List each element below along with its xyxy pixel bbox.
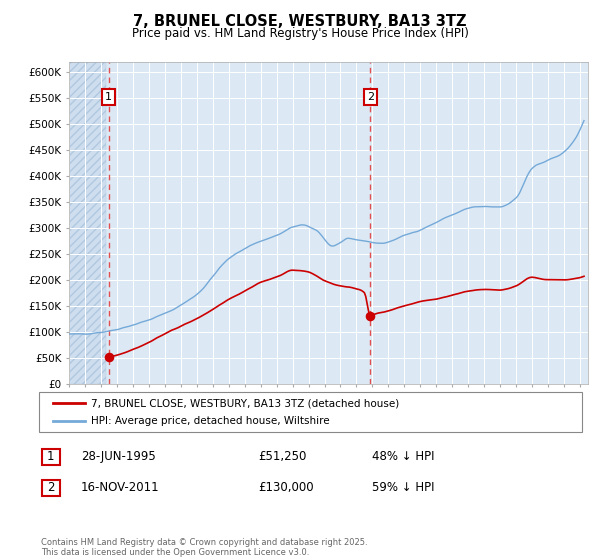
Text: 2: 2 [47,481,55,494]
Text: 7, BRUNEL CLOSE, WESTBURY, BA13 3TZ: 7, BRUNEL CLOSE, WESTBURY, BA13 3TZ [133,14,467,29]
Bar [69,62,106,384]
Text: £51,250: £51,250 [258,450,307,463]
Text: 28-JUN-1995: 28-JUN-1995 [81,450,156,463]
Text: 1: 1 [105,92,112,102]
Bar [69,62,106,384]
Text: 7, BRUNEL CLOSE, WESTBURY, BA13 3TZ (detached house): 7, BRUNEL CLOSE, WESTBURY, BA13 3TZ (det… [91,398,399,408]
Text: 59% ↓ HPI: 59% ↓ HPI [372,480,434,494]
Text: 48% ↓ HPI: 48% ↓ HPI [372,450,434,463]
Text: HPI: Average price, detached house, Wiltshire: HPI: Average price, detached house, Wilt… [91,416,329,426]
Text: Price paid vs. HM Land Registry's House Price Index (HPI): Price paid vs. HM Land Registry's House … [131,27,469,40]
Text: £130,000: £130,000 [258,480,314,494]
Text: 16-NOV-2011: 16-NOV-2011 [81,480,160,494]
Point [104,352,113,361]
Text: 2: 2 [367,92,374,102]
Point [365,311,375,320]
Text: 1: 1 [47,450,55,464]
Text: Contains HM Land Registry data © Crown copyright and database right 2025.
This d: Contains HM Land Registry data © Crown c… [41,538,367,557]
